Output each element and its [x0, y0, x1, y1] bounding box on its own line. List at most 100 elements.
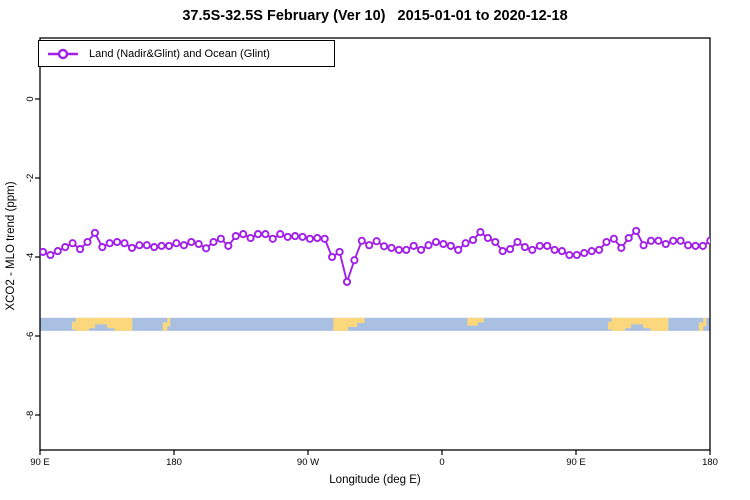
data-point	[691, 241, 700, 250]
data-point	[446, 241, 455, 250]
data-point	[172, 239, 181, 248]
data-point	[654, 236, 663, 245]
data-point	[417, 245, 426, 254]
data-point	[669, 236, 678, 245]
data-point	[291, 232, 300, 241]
legend-label: Land (Nadir&Glint) and Ocean (Glint)	[89, 47, 270, 60]
data-point	[98, 243, 107, 252]
x-axis-title: Longitude (deg E)	[329, 474, 421, 486]
data-point	[113, 237, 122, 247]
map-strip-land-new-zealand	[167, 317, 171, 327]
data-point	[506, 245, 515, 254]
map-strip-land-south-africa	[477, 317, 484, 323]
map-strip-land-south-america	[348, 317, 358, 327]
data-point	[276, 230, 285, 239]
map-strip-land-australia	[608, 321, 612, 330]
data-point	[609, 234, 618, 243]
data-point	[76, 245, 85, 254]
data-point	[424, 241, 433, 250]
data-point	[261, 230, 270, 239]
data-point	[476, 228, 485, 237]
map-strip-land-australia	[643, 317, 651, 329]
data-point	[587, 247, 596, 256]
map-strip-land-australia	[650, 317, 669, 331]
y-tick-label: -6	[25, 332, 36, 340]
map-strip-land-australia	[95, 317, 107, 325]
map-strip-land-south-africa	[467, 317, 478, 326]
data-point	[483, 233, 492, 243]
data-point	[313, 233, 322, 243]
map-strip-land-south-america	[333, 317, 349, 331]
data-point	[468, 235, 478, 245]
data-point	[409, 241, 418, 250]
data-point	[40, 247, 48, 256]
data-point	[498, 247, 507, 256]
data-point	[595, 245, 604, 254]
data-point	[239, 230, 248, 239]
data-point	[350, 256, 359, 265]
data-point	[127, 243, 137, 252]
data-point	[53, 247, 62, 256]
y-tick-label: 0	[25, 96, 36, 101]
map-strip-land-new-zealand	[162, 322, 168, 331]
data-point	[617, 243, 626, 252]
map-strip-ocean	[40, 317, 710, 331]
x-tick-label: 90 E	[30, 457, 50, 468]
data-point	[439, 239, 448, 249]
data-point	[580, 248, 589, 258]
data-point	[209, 237, 218, 247]
data-point	[698, 241, 707, 250]
data-point	[268, 234, 277, 243]
data-point	[224, 241, 233, 250]
data-point	[202, 244, 211, 253]
data-point	[520, 243, 529, 252]
data-point	[187, 237, 196, 247]
map-strip-land-australia	[107, 317, 115, 329]
data-point	[380, 242, 389, 251]
data-point	[150, 243, 159, 252]
data-point	[90, 228, 99, 237]
data-point	[602, 237, 611, 247]
x-tick-label: 0	[439, 457, 444, 468]
data-point	[157, 241, 166, 250]
data-point	[142, 241, 151, 250]
data-point	[491, 237, 500, 247]
data-point	[320, 234, 329, 243]
legend-marker-icon	[48, 48, 78, 59]
data-point	[565, 250, 574, 260]
data-point	[194, 239, 203, 249]
data-point	[572, 250, 581, 260]
x-tick-label: 180	[166, 457, 182, 468]
map-strip-land-australia	[89, 317, 96, 329]
legend-box: Land (Nadir&Glint) and Ocean (Glint)	[38, 40, 335, 67]
data-point	[431, 237, 441, 247]
data-point	[543, 241, 552, 250]
data-point	[335, 247, 344, 256]
data-point	[216, 234, 225, 243]
data-point	[283, 232, 292, 241]
data-point	[328, 252, 337, 262]
y-tick-label: -4	[25, 253, 36, 261]
data-point	[632, 226, 641, 235]
data-point	[387, 243, 396, 252]
map-strip-land-australia	[625, 317, 632, 329]
data-point	[105, 239, 114, 248]
data-point	[684, 241, 693, 250]
y-tick-label: -8	[25, 411, 36, 419]
data-point	[550, 245, 559, 254]
data-point	[402, 245, 411, 254]
data-point	[120, 239, 129, 248]
data-point	[305, 234, 314, 243]
data-point	[535, 241, 544, 250]
data-point	[394, 245, 403, 254]
map-strip-land-australia	[631, 317, 643, 325]
data-point	[135, 241, 144, 250]
data-point	[231, 232, 240, 241]
data-point	[253, 230, 263, 239]
map-strip-land-australia	[611, 317, 626, 331]
data-point	[342, 277, 352, 286]
data-point	[179, 241, 188, 250]
data-point	[365, 241, 374, 250]
data-point	[624, 233, 633, 243]
map-strip-land-australia	[114, 317, 133, 331]
